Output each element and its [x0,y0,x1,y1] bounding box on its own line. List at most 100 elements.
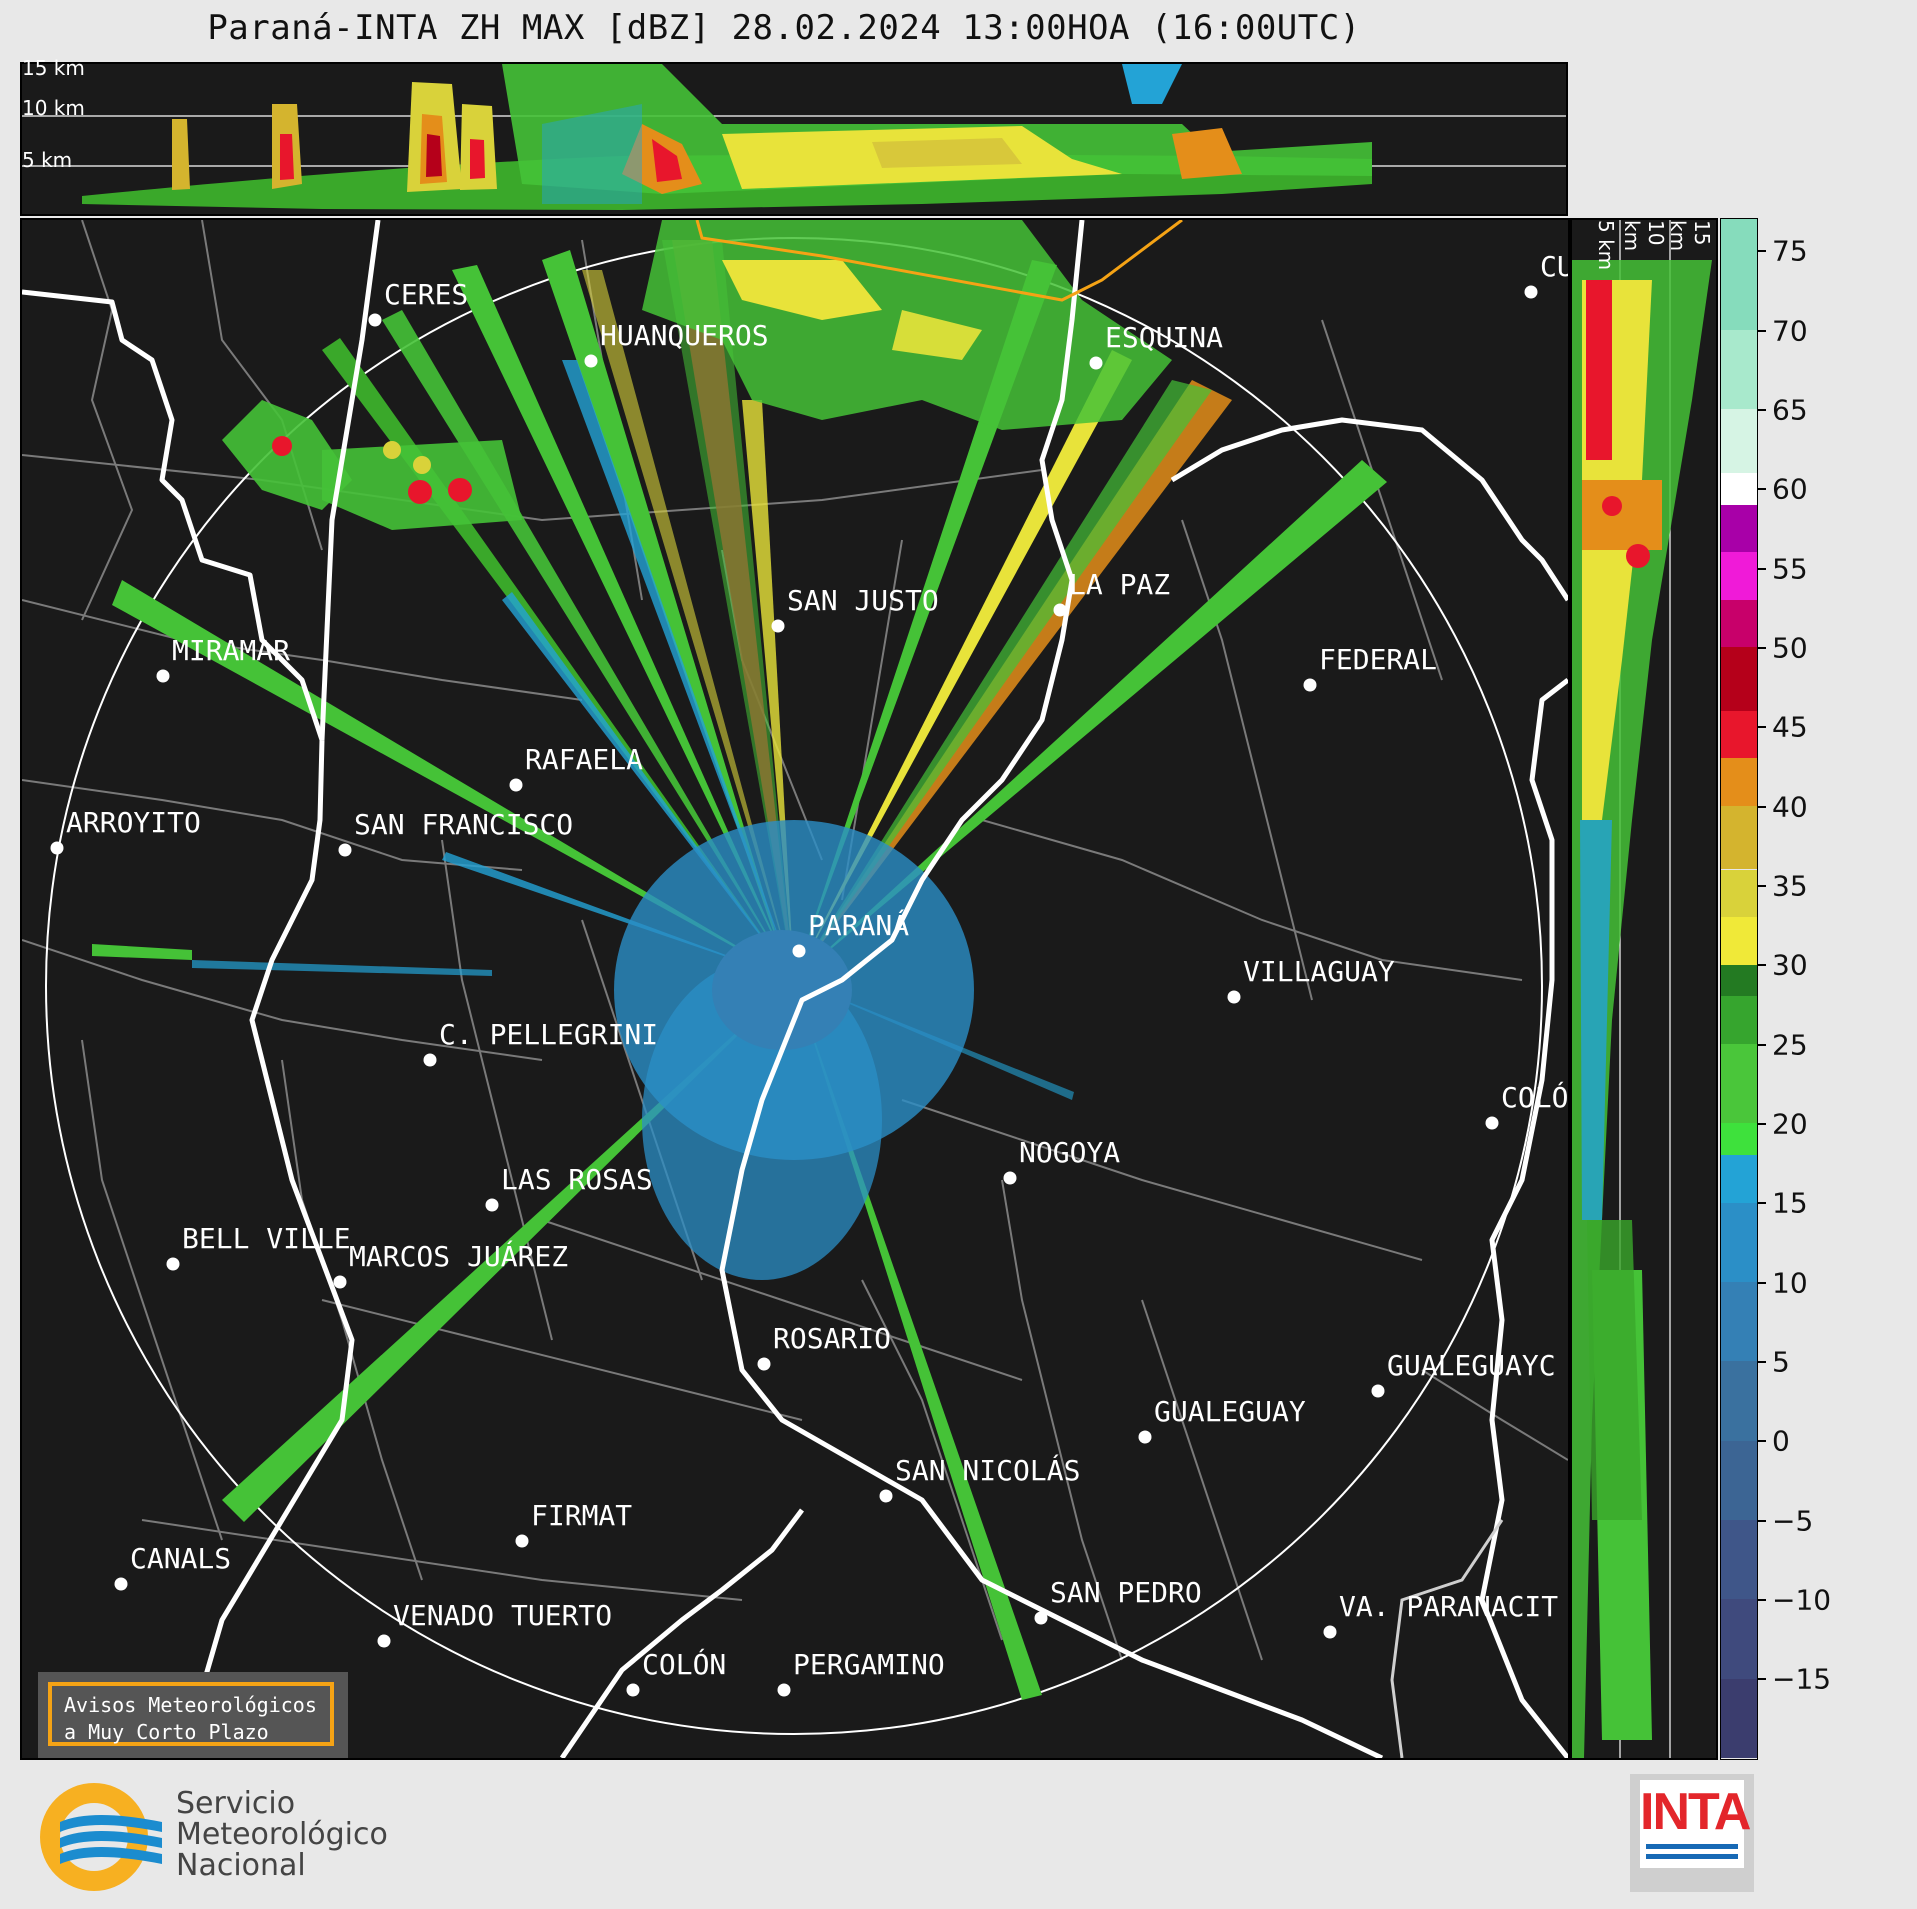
alt-label-10km: 10 km [22,96,85,120]
colorbar-tick-label: 35 [1772,869,1808,903]
inta-stripe-1 [1646,1844,1738,1849]
city-label: LAS ROSAS [501,1163,653,1196]
city-labels-layer: CERES HUANQUEROS ESQUINA CU SAN JUSTO LA PAZ M… [50,250,1568,1697]
city-marker [1003,1171,1017,1185]
colorbar-tick-mark [1758,329,1766,332]
city-label: SAN PEDRO [1050,1576,1202,1609]
colorbar-tick-mark [1758,1043,1766,1046]
colorbar-tick-label: 20 [1772,1107,1808,1141]
colorbar-segment [1721,1202,1757,1283]
city-label: GUALEGUAYC [1387,1349,1556,1382]
city-marker [757,1357,771,1371]
city-marker [1303,678,1317,692]
city-label: RAFAELA [525,743,644,776]
city-label: SAN FRANCISCO [354,808,574,841]
city-marker [1138,1430,1152,1444]
side-cross-section-graphic [1572,220,1712,1758]
city-label: GUALEGUAY [1154,1395,1306,1428]
city-marker [1485,1116,1499,1130]
side-alt-label-5km: 5 km [1594,220,1618,271]
city-marker [1034,1611,1048,1625]
city-marker [1089,356,1103,370]
radar-map-graphic [22,220,1568,1758]
city-label: SAN JUSTO [787,584,939,617]
colorbar-segment [1721,552,1757,600]
side-alt-label-10km: 10 km [1620,220,1668,252]
colorbar-tick-label: 0 [1772,1424,1790,1458]
side-cross-section-panel: 5 km 10 km 15 km [1570,218,1718,1760]
map-title: Paraná-INTA ZH MAX [dBZ] 28.02.2024 13:0… [207,8,1361,48]
top-cross-section-panel: 15 km 10 km 5 km [20,56,1568,216]
colorbar-segment [1721,1678,1757,1758]
city-label: SAN NICOLÁS [895,1454,1081,1487]
colorbar-tick-mark [1758,1519,1766,1522]
radar-map-panel[interactable] [20,218,1570,1760]
colorbar-segment [1721,330,1757,410]
city-label: MIRAMAR [172,634,291,667]
city-label: CU [1540,250,1568,283]
top-cross-section-graphic [22,64,1566,210]
colorbar-tick-mark [1758,1440,1766,1443]
inta-stripe-2 [1646,1854,1738,1859]
colorbar-segment [1721,504,1757,553]
city-marker [333,1275,347,1289]
city-label: FIRMAT [531,1499,633,1532]
city-marker [515,1534,529,1548]
city-marker [509,778,523,792]
city-label: VENADO TUERTO [393,1599,613,1632]
colorbar-tick-mark [1758,1202,1766,1205]
city-marker [777,1683,791,1697]
colorbar-segment [1721,647,1757,711]
city-label: CERES [384,278,469,311]
city-marker [792,944,806,958]
city-label: HUANQUEROS [600,319,769,352]
side-alt-label-15km: 15 km [1666,220,1714,252]
city-label: PARANÁ [808,909,910,942]
colorbar-segment [1721,710,1757,759]
city-marker [377,1634,391,1648]
city-marker [114,1577,128,1591]
colorbar-tick-label: 15 [1772,1186,1808,1220]
city-marker [771,619,785,633]
colorbar-tick-label: 5 [1772,1345,1790,1379]
colorbar-segment [1721,1440,1757,1520]
city-label: COLÓN [642,1648,727,1681]
smn-logo-icon [40,1783,162,1891]
city-label: LA PAZ [1069,568,1171,601]
colorbar-tick-label: 55 [1772,552,1808,586]
colorbar-segment [1721,1520,1757,1600]
colorbar-tick-label: 45 [1772,710,1808,744]
smn-line-2: Meteorológico [176,1817,388,1852]
colorbar-segment [1721,409,1757,473]
city-label: PERGAMINO [793,1648,945,1681]
avisos-box[interactable]: Avisos Meteorológicos a Muy Corto Plazo [38,1672,348,1758]
city-marker [1524,285,1538,299]
colorbar-tick-label: 50 [1772,631,1808,665]
smn-line-3: Nacional [176,1848,306,1883]
colorbar-tick-mark [1758,567,1766,570]
city-marker [1053,603,1067,617]
smn-logo-text: Servicio Meteorológico Nacional [176,1788,388,1881]
city-label: CANALS [130,1542,232,1575]
city-label: ARROYITO [66,806,201,839]
colorbar-segment [1721,806,1757,870]
avisos-line-2: a Muy Corto Plazo [64,1720,269,1744]
city-marker [423,1053,437,1067]
city-label: MARCOS JUÁREZ [349,1240,569,1273]
city-label: NOGOYA [1019,1136,1121,1169]
city-label: ESQUINA [1105,321,1224,354]
colorbar-segment [1721,964,1757,997]
colorbar-tick-mark [1758,1360,1766,1363]
colorbar-segment [1721,1155,1757,1203]
colorbar-segment [1721,1599,1757,1679]
colorbar-tick-mark [1758,884,1766,887]
colorbar-tick-mark [1758,250,1766,253]
colorbar-segment [1721,472,1757,505]
city-label: C. PELLEGRINI [439,1018,659,1051]
colorbar-tick-mark [1758,964,1766,967]
city-label: VA. PARANACIT [1339,1590,1559,1623]
colorbar-tick-label: 10 [1772,1266,1808,1300]
dbz-colorbar [1720,218,1758,1760]
colorbar-tick-label: 25 [1772,1028,1808,1062]
colorbar-tick-label: −5 [1772,1504,1814,1537]
